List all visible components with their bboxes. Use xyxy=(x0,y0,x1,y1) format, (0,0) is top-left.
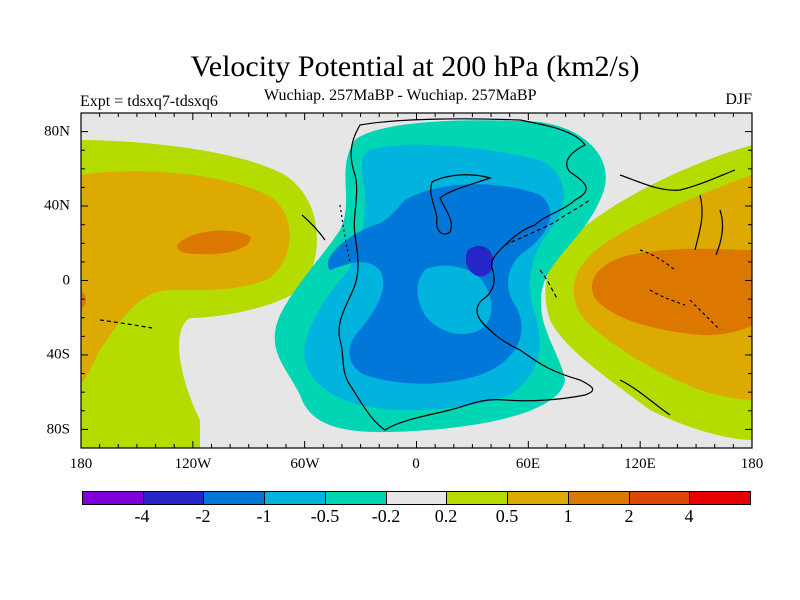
contour-fill-layer xyxy=(81,113,752,448)
colorbar-swatch xyxy=(82,491,144,505)
coastline-tethys-islands xyxy=(504,199,591,246)
lat-tick-label: 40N xyxy=(44,197,70,214)
coastline-pangea-main xyxy=(338,118,594,431)
coastline-east-arc xyxy=(619,169,736,191)
colorbar-label: 1 xyxy=(563,506,573,526)
lon-tick-marks xyxy=(80,113,753,448)
plot-subtitle: Wuchiap. 257MaBP - Wuchiap. 257MaBP xyxy=(264,87,537,104)
coastline-west-spur xyxy=(301,214,326,241)
experiment-label: Expt = tdsxq7-tdsxq6 xyxy=(80,93,218,110)
lon-tick-label: 180 xyxy=(740,456,764,472)
coastline-west-dots xyxy=(339,204,351,263)
colorbar-label: 0.5 xyxy=(495,506,519,526)
colorbar-swatch xyxy=(324,491,387,505)
colorbar-swatch xyxy=(142,491,205,505)
coastline-tethys-islands-2 xyxy=(539,269,559,301)
colorbar-swatch xyxy=(203,491,266,505)
colorbar-swatch xyxy=(385,491,448,505)
contour-positive-west-0.5 xyxy=(81,171,290,384)
colorbar-swatch xyxy=(446,491,509,505)
coastline-south-east xyxy=(619,379,671,416)
colorbar-swatch xyxy=(264,491,326,505)
coastline-east-islands xyxy=(639,249,721,331)
lat-tick-label: 80S xyxy=(46,421,70,438)
colorbar-label: -1 xyxy=(256,506,272,526)
colorbar-label: -0.5 xyxy=(310,506,340,526)
lat-tick-label: 40S xyxy=(46,346,70,363)
colorbar-label: 2 xyxy=(624,506,634,526)
coastline-north-inlet xyxy=(430,174,492,235)
contour-positive-west-edge xyxy=(81,290,86,310)
colorbar-swatch xyxy=(567,491,630,505)
colorbar-label: -4 xyxy=(134,506,150,526)
lat-tick-marks xyxy=(81,131,752,430)
contour-positive-west-1 xyxy=(177,230,251,255)
colorbar-label: 4 xyxy=(684,506,694,526)
lat-tick-label: 0 xyxy=(62,272,71,289)
plot-title: Velocity Potential at 200 hPa (km2/s) xyxy=(190,50,640,83)
lon-tick-label: 180 xyxy=(69,456,93,472)
colorbar-label: -2 xyxy=(195,506,211,526)
colorbar-swatch xyxy=(628,491,691,505)
lon-tick-label: 60E xyxy=(515,456,541,472)
coastlines xyxy=(99,118,736,431)
lon-tick-label: 120E xyxy=(624,456,656,472)
season-label: DJF xyxy=(725,91,752,108)
contour-positive-east-1 xyxy=(591,248,752,336)
colorbar-swatch xyxy=(689,491,751,505)
colorbar-label: -0.2 xyxy=(371,506,401,526)
contour-negative-2 xyxy=(465,245,494,277)
lat-tick-label: 80N xyxy=(44,123,70,140)
colorbar-label: 0.2 xyxy=(434,506,458,526)
lon-tick-label: 0 xyxy=(412,456,420,472)
colorbar-swatch xyxy=(507,491,569,505)
lon-tick-label: 120W xyxy=(174,456,212,472)
contour-negative-1-hole xyxy=(417,265,492,335)
coastline-east-fragments xyxy=(694,194,724,256)
lon-tick-label: 60W xyxy=(290,456,320,472)
